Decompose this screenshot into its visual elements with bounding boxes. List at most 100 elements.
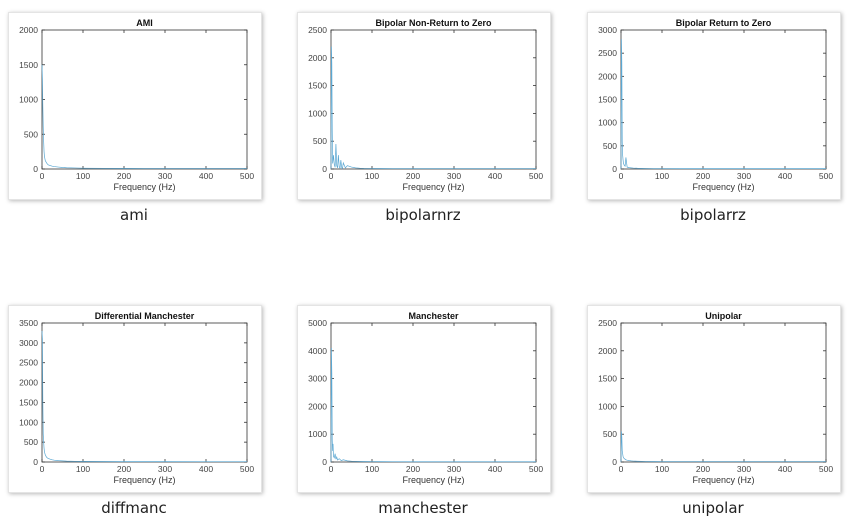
y-tick-label: 1000	[598, 118, 617, 128]
x-tick-label: 100	[655, 171, 669, 181]
y-tick-label: 3000	[598, 25, 617, 35]
chart-caption: bipolarnrz	[385, 206, 461, 224]
chart-svg: Unipolar 0 500 1000 1500 2000 2500 0 100 200 300 40…	[598, 311, 833, 485]
x-tick-label: 0	[40, 171, 45, 181]
plot-frame	[330, 29, 537, 170]
y-tick-label: 2000	[308, 53, 327, 63]
x-tick-label: 200	[406, 464, 420, 474]
plot-frame	[330, 322, 537, 463]
y-tick-label: 2000	[598, 346, 617, 356]
y-tick-label: 500	[313, 136, 327, 146]
y-tick-label: 2000	[598, 71, 617, 81]
y-tick-label: 2000	[19, 25, 38, 35]
chart-panel: Unipolar 0 500 1000 1500 2000 2500 0 100 200 300 40…	[587, 305, 841, 493]
y-tick-label: 0	[322, 457, 327, 467]
chart-caption: unipolar	[682, 499, 744, 517]
x-tick-label: 400	[778, 464, 792, 474]
y-tick-label: 2000	[308, 401, 327, 411]
y-tick-label: 2000	[19, 378, 38, 388]
x-tick-label: 400	[778, 171, 792, 181]
x-axis-label: Frequency (Hz)	[402, 475, 464, 485]
x-axis-label: Frequency (Hz)	[113, 182, 175, 192]
x-tick-label: 500	[240, 464, 254, 474]
x-tick-label: 200	[117, 464, 131, 474]
chart-caption: manchester	[378, 499, 468, 517]
y-tick-label: 1000	[19, 95, 38, 105]
x-tick-label: 500	[529, 171, 543, 181]
chart-title: Manchester	[408, 311, 459, 321]
x-tick-label: 100	[655, 464, 669, 474]
y-tick-label: 500	[24, 129, 38, 139]
x-tick-label: 100	[76, 171, 90, 181]
y-tick-label: 3000	[308, 374, 327, 384]
y-tick-label: 1500	[308, 81, 327, 91]
y-tick-label: 1000	[19, 417, 38, 427]
x-tick-label: 300	[158, 171, 172, 181]
y-tick-label: 1000	[598, 401, 617, 411]
plot-frame	[41, 322, 248, 463]
chart-svg: Differential Manchester 0 500 1000 1500 2000 2…	[19, 311, 254, 485]
spectrum-line	[330, 46, 536, 170]
x-tick-label: 100	[76, 464, 90, 474]
chart-title: Differential Manchester	[95, 311, 195, 321]
y-tick-label: 3000	[19, 338, 38, 348]
x-tick-label: 200	[117, 171, 131, 181]
y-tick-label: 2500	[308, 25, 327, 35]
y-tick-label: 1500	[19, 60, 38, 70]
x-axis-label: Frequency (Hz)	[113, 475, 175, 485]
x-tick-label: 400	[488, 464, 502, 474]
x-tick-label: 300	[737, 464, 751, 474]
chart-caption: diffmanc	[101, 499, 167, 517]
spectrum-line	[41, 330, 247, 463]
chart-title: Unipolar	[705, 311, 742, 321]
chart-panel: Bipolar Return to Zero 0 500 1000 1500 2000 25…	[587, 12, 841, 200]
y-tick-label: 1500	[598, 374, 617, 384]
chart-caption: bipolarrz	[680, 206, 746, 224]
y-tick-label: 5000	[308, 318, 327, 328]
y-tick-label: 0	[612, 164, 617, 174]
chart-panel: Differential Manchester 0 500 1000 1500 2000 2…	[8, 305, 262, 493]
chart-title: Bipolar Non-Return to Zero	[376, 18, 492, 28]
x-tick-label: 300	[737, 171, 751, 181]
x-axis-label: Frequency (Hz)	[692, 182, 754, 192]
x-tick-label: 500	[529, 464, 543, 474]
y-tick-label: 0	[322, 164, 327, 174]
y-tick-label: 4000	[308, 346, 327, 356]
spectrum-line	[620, 39, 826, 170]
x-tick-label: 0	[40, 464, 45, 474]
chart-svg: AMI 0 500 1000 1500 2000 0 100 200 300 400 500 Frequ…	[19, 18, 254, 192]
chart-panel: Bipolar Non-Return to Zero 0 500 1000 1500 20…	[297, 12, 551, 200]
chart-panel: AMI 0 500 1000 1500 2000 0 100 200 300 400 500 Frequ…	[8, 12, 262, 200]
y-tick-label: 2500	[598, 48, 617, 58]
y-tick-label: 500	[24, 437, 38, 447]
y-tick-label: 2500	[598, 318, 617, 328]
y-tick-label: 0	[612, 457, 617, 467]
x-tick-label: 300	[447, 464, 461, 474]
spectrum-line	[41, 64, 247, 169]
x-tick-label: 500	[819, 464, 833, 474]
plot-frame	[620, 29, 827, 170]
y-tick-label: 2500	[19, 358, 38, 368]
plot-frame	[41, 29, 248, 170]
x-tick-label: 0	[329, 171, 334, 181]
x-tick-label: 500	[240, 171, 254, 181]
x-tick-label: 400	[199, 171, 213, 181]
y-tick-label: 500	[603, 429, 617, 439]
chart-svg: Bipolar Non-Return to Zero05001000150020…	[308, 18, 543, 192]
chart-title: Bipolar Return to Zero	[676, 18, 772, 28]
spectrum-line	[330, 348, 536, 463]
x-axis-label: Frequency (Hz)	[402, 182, 464, 192]
x-tick-label: 0	[329, 464, 334, 474]
y-tick-label: 1500	[19, 397, 38, 407]
chart-svg: Manchester 0 1000 2000 3000 4000 5000 0 100 200 30…	[308, 311, 543, 485]
x-tick-label: 500	[819, 171, 833, 181]
x-tick-label: 100	[365, 464, 379, 474]
x-tick-label: 200	[696, 464, 710, 474]
chart-svg: Bipolar Return to Zero050010001500200025…	[598, 18, 833, 192]
x-tick-label: 300	[158, 464, 172, 474]
y-tick-label: 1000	[308, 429, 327, 439]
x-tick-label: 0	[619, 171, 624, 181]
chart-caption: ami	[120, 206, 148, 224]
x-tick-label: 0	[619, 464, 624, 474]
plot-frame	[620, 322, 827, 463]
